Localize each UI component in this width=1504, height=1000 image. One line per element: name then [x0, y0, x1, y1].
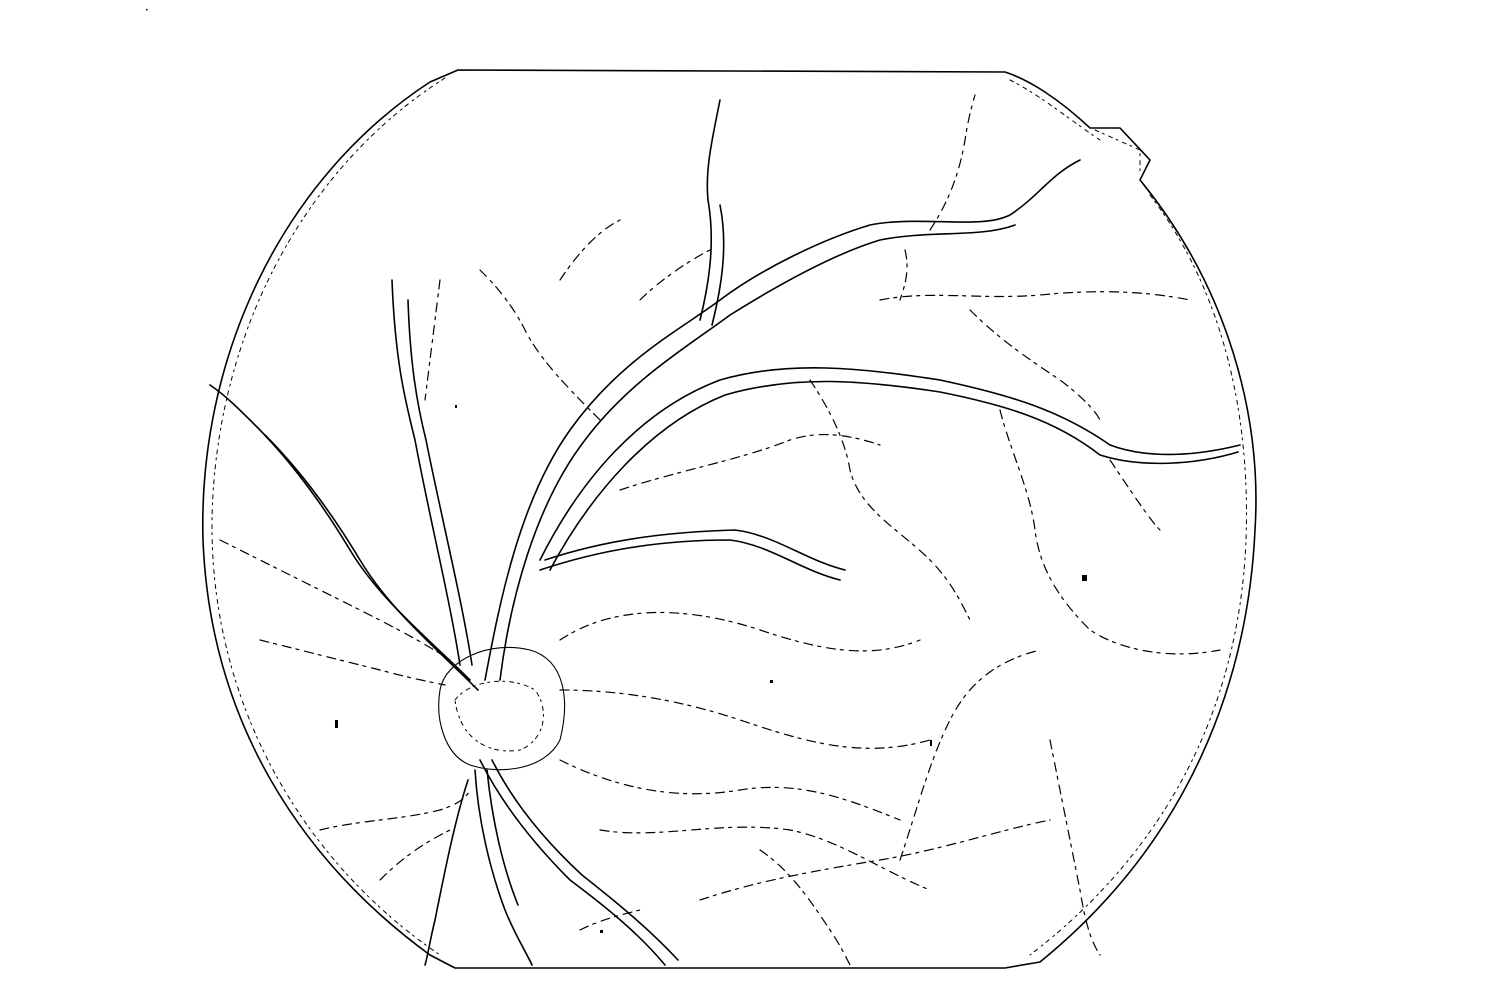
- optic-disc-inner: [454, 680, 544, 752]
- vessel-minor-6: [559, 611, 921, 652]
- vessel-upper-branch-b: [711, 204, 725, 326]
- vessel-minor-24: [559, 219, 621, 281]
- vessel-minor-22: [759, 849, 851, 966]
- fundus-outer-edge: [202, 69, 1257, 969]
- vessel-left-a: [209, 384, 471, 681]
- fundus-inner-edge: [211, 77, 446, 956]
- vessel-inferior-left: [424, 779, 469, 966]
- vessel-minor-15: [259, 639, 446, 686]
- noise-specks: [146, 9, 1087, 933]
- vessel-temporal-a: [539, 367, 1241, 561]
- vessel-minor-9: [599, 826, 931, 891]
- speck: [930, 740, 932, 746]
- vessel-superior-arcade-b: [499, 224, 1016, 681]
- vessel-minor-14: [219, 539, 451, 661]
- speck: [770, 680, 773, 683]
- speck: [335, 720, 338, 728]
- vessel-mid-branch-a: [539, 539, 841, 581]
- vessel-minor-5: [619, 433, 881, 491]
- vessel-minor-23: [579, 909, 641, 931]
- speck: [146, 9, 148, 11]
- vessel-upper-branch-a: [699, 99, 721, 321]
- vessel-minor-2: [969, 309, 1101, 421]
- vessel-minor-11: [899, 649, 1041, 861]
- vessel-inferior-b: [491, 759, 679, 961]
- vessel-minor-17: [379, 829, 451, 881]
- vessel-minor-25: [424, 279, 441, 401]
- vessel-left-b: [264, 434, 479, 691]
- vessel-superior-nasal-a: [391, 279, 461, 666]
- vessel-minor-4: [999, 409, 1221, 655]
- vessel-minor-20: [899, 249, 908, 301]
- major-vessels: [209, 99, 1241, 966]
- vessel-minor-19: [929, 94, 976, 231]
- vessel-minor-21: [1109, 459, 1161, 531]
- speck: [1082, 575, 1087, 581]
- vessel-minor-8: [559, 759, 901, 821]
- vessel-inferior-d: [486, 769, 519, 906]
- vessel-minor-3: [809, 379, 971, 621]
- notch-texture: [1009, 79, 1141, 176]
- vessel-inferior-a: [479, 759, 666, 966]
- vessel-inferior-c: [474, 769, 533, 966]
- vessel-temporal-b: [549, 380, 1239, 571]
- vessel-minor-13: [479, 269, 601, 421]
- vessel-minor-12: [1049, 739, 1101, 956]
- fundus-boundary: [202, 69, 1257, 969]
- minor-vessels: [219, 94, 1221, 966]
- speck: [600, 930, 603, 933]
- vessel-minor-10: [699, 819, 1051, 901]
- vessel-minor-18: [639, 249, 711, 301]
- fundus-inner-edge-right: [1029, 194, 1247, 956]
- vessel-minor-7: [559, 689, 931, 749]
- vessel-minor-16: [319, 789, 471, 831]
- vessel-superior-arcade-a: [484, 159, 1081, 681]
- vessel-minor-1: [879, 291, 1191, 301]
- vessel-superior-nasal-b: [407, 299, 473, 666]
- vessel-mid-branch-b: [544, 529, 846, 571]
- speck: [455, 405, 457, 408]
